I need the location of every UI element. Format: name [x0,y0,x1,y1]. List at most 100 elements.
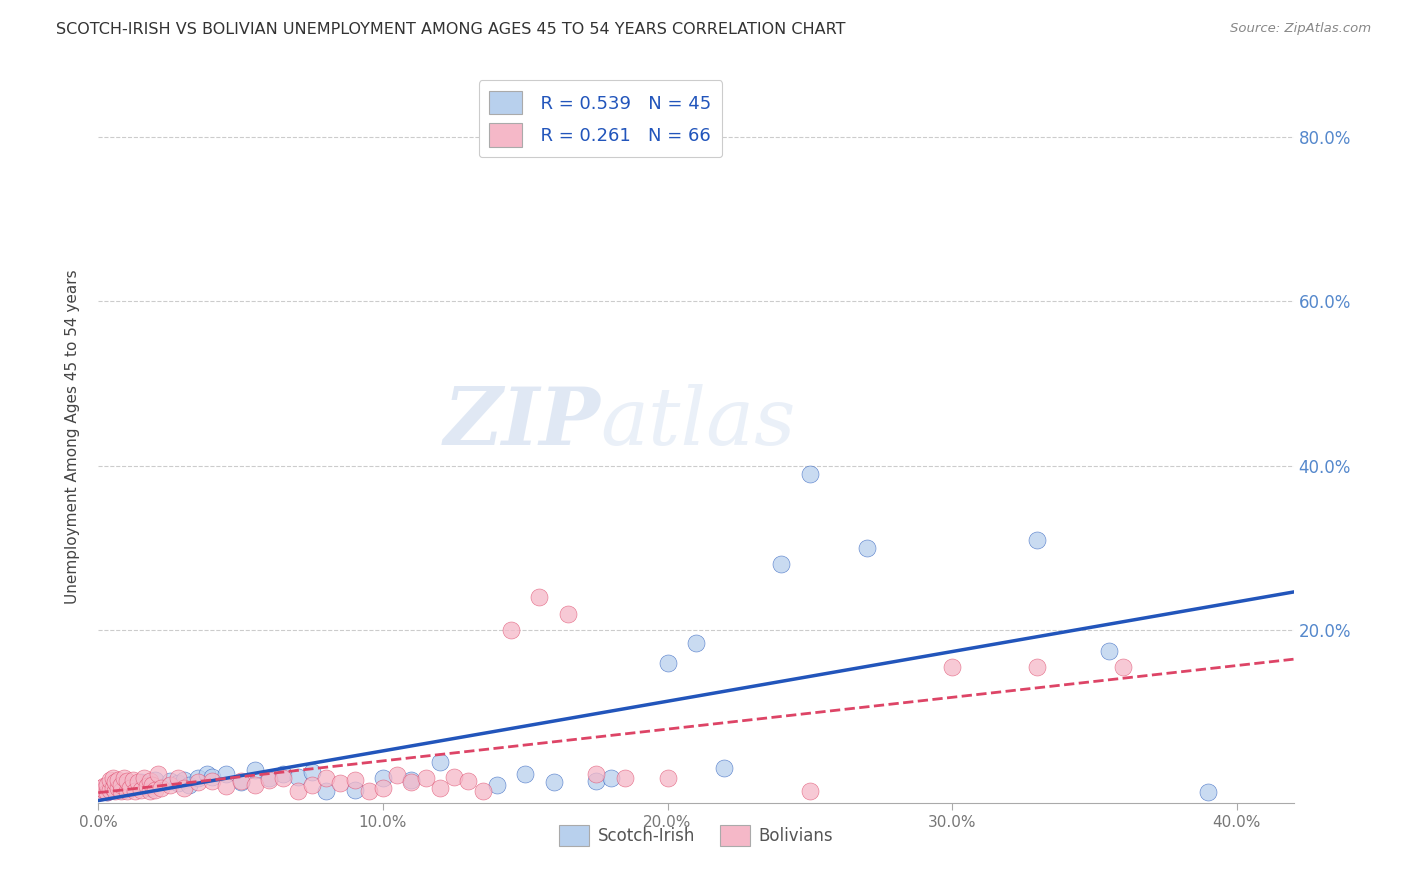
Point [401,775,423,789]
Point [115,781,138,796]
Point [138,780,160,795]
Point [110,784,132,798]
Point [457,774,479,789]
Point [101,783,124,797]
Point [243,763,266,777]
Point [173,772,195,787]
Point [112,771,135,785]
Point [529,591,551,605]
Point [201,774,224,789]
Point [273,767,295,781]
Point [257,772,280,787]
Point [599,771,621,785]
Point [657,771,679,785]
Point [104,775,127,789]
Point [121,772,143,787]
Point [115,784,138,798]
Point [138,774,160,789]
Point [143,782,166,797]
Text: Source: ZipAtlas.com: Source: ZipAtlas.com [1230,22,1371,36]
Point [371,771,394,785]
Text: atlas: atlas [600,384,796,461]
Point [187,771,209,785]
Point [713,761,735,775]
Point [543,775,565,789]
Point [135,780,157,794]
Point [138,784,160,798]
Point [429,755,451,769]
Point [129,775,152,789]
Point [107,772,129,787]
Point [110,778,132,792]
Point [101,780,124,795]
Legend: Scotch-Irish, Bolivians: Scotch-Irish, Bolivians [553,818,839,853]
Point [315,771,337,785]
Point [107,780,129,795]
Point [98,780,121,795]
Point [187,775,209,789]
Point [229,774,252,789]
Point [357,784,380,798]
Point [104,780,127,794]
Point [371,780,394,795]
Point [401,772,423,787]
Text: SCOTCH-IRISH VS BOLIVIAN UNEMPLOYMENT AMONG AGES 45 TO 54 YEARS CORRELATION CHAR: SCOTCH-IRISH VS BOLIVIAN UNEMPLOYMENT AM… [56,22,846,37]
Point [143,772,166,787]
Point [90,785,112,799]
Point [96,785,118,799]
Point [201,770,224,784]
Point [429,780,451,795]
Point [499,624,522,638]
Point [90,780,112,795]
Point [443,770,465,784]
Point [855,541,877,555]
Point [93,780,115,794]
Point [585,773,607,788]
Point [287,770,309,784]
Point [613,771,636,785]
Point [104,784,127,798]
Point [685,635,707,649]
Point [93,782,115,797]
Point [195,767,218,781]
Point [179,778,201,792]
Point [1026,660,1049,674]
Point [98,772,121,787]
Point [159,778,181,792]
Point [799,467,821,481]
Point [1112,660,1135,674]
Point [167,776,190,790]
Point [127,775,149,789]
Point [167,771,190,785]
Point [90,784,112,798]
Point [229,775,252,789]
Point [1026,533,1049,547]
Point [941,660,963,674]
Point [343,782,366,797]
Point [315,784,337,798]
Point [385,768,409,782]
Point [657,656,679,670]
Point [485,778,508,792]
Point [1197,785,1219,799]
Point [141,778,163,792]
Point [515,767,537,781]
Point [124,784,146,798]
Point [121,778,143,792]
Point [1097,644,1119,658]
Point [273,771,295,785]
Point [96,785,118,799]
Point [471,784,494,798]
Point [770,558,793,572]
Point [215,780,238,794]
Point [173,780,195,795]
Point [415,771,437,785]
Point [132,771,155,785]
Point [96,778,118,792]
Y-axis label: Unemployment Among Ages 45 to 54 years: Unemployment Among Ages 45 to 54 years [65,269,80,605]
Point [150,780,173,795]
Point [343,772,366,787]
Point [243,778,266,792]
Point [287,784,309,798]
Point [110,782,132,797]
